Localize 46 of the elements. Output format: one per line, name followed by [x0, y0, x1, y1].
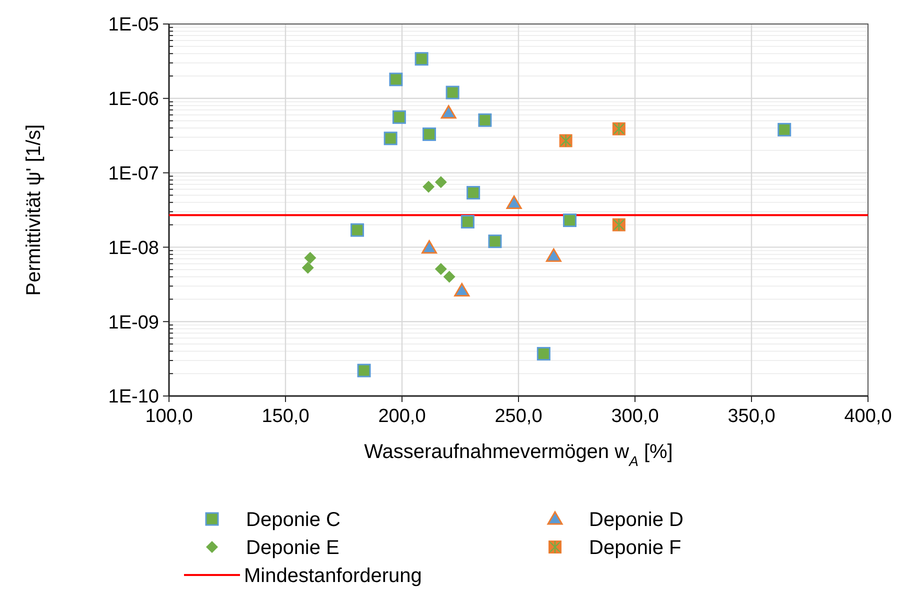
legend-label: Mindestanforderung [244, 565, 422, 587]
point [443, 270, 456, 283]
point [350, 223, 364, 237]
point [434, 176, 447, 188]
point [302, 262, 314, 274]
point [389, 72, 403, 86]
point [392, 110, 406, 124]
y-tick-label: 1E-08 [108, 238, 159, 259]
y-tick-label: 1E-06 [108, 89, 159, 110]
legend-label: Deponie E [246, 537, 340, 559]
point [563, 214, 577, 228]
point [422, 180, 435, 193]
x-axis-title: Wasseraufnahmevermögen w$_{A}$ [%] [364, 441, 673, 469]
point [304, 252, 316, 264]
point [422, 127, 436, 141]
point [422, 240, 438, 254]
x-tick-label: 350,0 [728, 406, 776, 427]
x-tick-label: 400,0 [844, 406, 892, 427]
point [466, 186, 480, 200]
point [440, 105, 456, 119]
legend-label: Deponie C [246, 509, 341, 531]
point [357, 364, 371, 378]
y-tick-label: 1E-10 [108, 386, 159, 408]
point [488, 234, 502, 248]
point [384, 132, 398, 146]
x-tick-label: 150,0 [262, 406, 310, 427]
x-tick-label: 100,0 [145, 406, 193, 427]
y-tick-label: 1E-07 [108, 163, 159, 184]
point [778, 122, 792, 136]
point [414, 52, 428, 66]
point [546, 248, 562, 262]
point [536, 346, 550, 360]
point [478, 113, 492, 127]
x-tick-label: 200,0 [378, 406, 426, 427]
x-tick-label: 250,0 [494, 406, 542, 427]
point [434, 262, 447, 275]
legend-label: Deponie F [589, 537, 682, 559]
legend-label: Deponie D [589, 509, 684, 531]
point [446, 86, 460, 100]
point [454, 282, 470, 296]
x-tick-label: 300,0 [611, 406, 659, 427]
y-tick-label: 1E-09 [108, 312, 159, 334]
y-tick-label: 1E-05 [108, 14, 159, 36]
y-axis-title: Permittivität ψ' [1/s] [23, 124, 45, 296]
point [460, 214, 474, 228]
point [506, 195, 522, 209]
